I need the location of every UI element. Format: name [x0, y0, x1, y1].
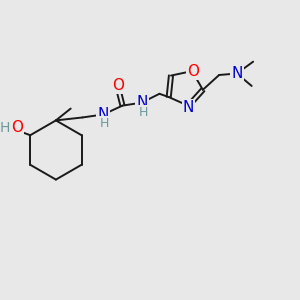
Text: N: N: [183, 100, 194, 115]
Text: H: H: [100, 118, 110, 130]
Text: N: N: [136, 95, 147, 110]
Text: O: O: [11, 120, 23, 135]
Text: H: H: [0, 121, 10, 135]
Text: H: H: [139, 106, 148, 118]
Text: N: N: [231, 66, 243, 81]
Text: N: N: [98, 107, 109, 122]
Text: O: O: [112, 78, 124, 93]
Text: O: O: [188, 64, 200, 79]
